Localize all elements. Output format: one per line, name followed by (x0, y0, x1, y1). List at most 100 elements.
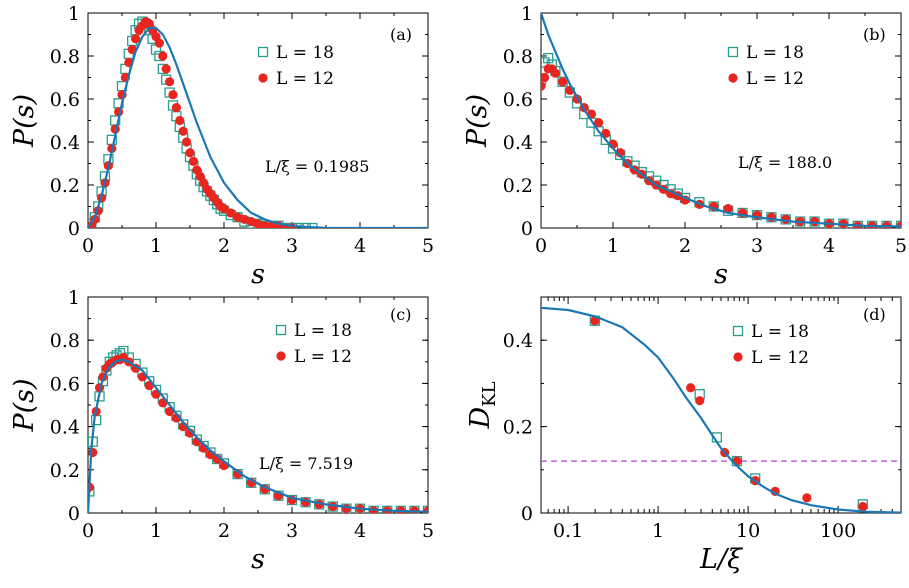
legend-marker-square (727, 46, 739, 58)
legend-entry: L = 12 (751, 348, 809, 368)
data-point-circle (161, 64, 171, 74)
legend-entry: L = 18 (276, 43, 334, 63)
x-tick-label: 5 (895, 235, 907, 257)
data-point-square (293, 222, 304, 228)
data-point-circle (686, 383, 696, 393)
y-axis-label: P(s) (9, 378, 40, 432)
panel-label: (d) (863, 305, 886, 324)
y-tick-label: 0 (521, 503, 533, 525)
theory-curve (541, 306, 901, 513)
theory-curve (88, 358, 428, 513)
plot-frame (540, 296, 902, 514)
y-tick-label: 0.4 (50, 132, 80, 154)
legend-entry: L = 12 (276, 69, 334, 89)
data-point-square (300, 222, 311, 228)
data-point-circle (178, 126, 188, 136)
x-tick-label: 1 (150, 235, 162, 257)
y-tick-label: 0.8 (503, 46, 533, 68)
data-point-circle (541, 81, 546, 91)
data-point-circle (541, 72, 550, 83)
annotation-text: L/ξ = 7.519 (259, 454, 353, 473)
y-tick-label: 0.2 (50, 175, 80, 197)
plot-area (88, 16, 428, 228)
y-tick-label: 0.4 (50, 417, 80, 439)
plot-area (541, 306, 901, 513)
panel-d: 0.1 1 10 100 0 0.2 0.4 DKL L/ξ (d) L = 18 L = 12 (465, 296, 902, 575)
x-axis-label: s (714, 259, 728, 290)
data-point-circle (558, 77, 568, 87)
annotation-text: L/ξ = 188.0 (738, 153, 832, 172)
data-point-circle (131, 34, 141, 44)
y-tick-label: 0.6 (50, 373, 80, 395)
legend-entry: L = 18 (751, 322, 809, 342)
y-tick-label: 0.4 (503, 132, 533, 154)
y-tick-label: 0.6 (503, 89, 533, 111)
data-point-square (543, 53, 554, 64)
panel-b: 0 1 2 3 4 5 0 0.2 0.4 0.6 0.8 1 P(s) s (b) L = 18 L = 12… (462, 3, 907, 290)
x-tick-label: 2 (218, 520, 230, 542)
x-tick-label: 0 (535, 235, 547, 257)
y-tick-label: 1 (68, 3, 80, 25)
data-point-circle (219, 204, 229, 214)
legend-entry: L = 12 (746, 69, 804, 89)
x-tick-label: 0 (82, 235, 94, 257)
data-point-circle (88, 447, 98, 458)
legend-entry: L = 18 (746, 43, 804, 63)
legend-marker-square (732, 325, 744, 337)
data-point-circle (226, 208, 236, 218)
data-point-circle (154, 38, 164, 48)
y-tick-label: 0.8 (50, 46, 80, 68)
data-point-circle (341, 504, 351, 513)
data-point-circle (550, 68, 561, 78)
x-tick-label: 0 (82, 520, 94, 542)
legend-marker-circle (276, 351, 286, 361)
data-point-circle (175, 115, 185, 126)
x-tick-label: 100 (820, 520, 856, 542)
plot-frame (87, 296, 429, 514)
y-tick-label: 0.2 (50, 460, 80, 482)
x-tick-label: 4 (354, 235, 366, 257)
y-tick-label: 0 (68, 503, 80, 525)
y-tick-label: 0.2 (503, 175, 533, 197)
x-tick-label: 3 (751, 235, 763, 257)
y-tick-label: 1 (68, 287, 80, 309)
data-point-circle (810, 216, 820, 227)
data-point-circle (594, 118, 604, 128)
data-point-circle (723, 204, 733, 214)
data-point-circle (858, 501, 868, 512)
x-tick-label: 2 (679, 235, 691, 257)
legend-marker-square (275, 324, 287, 336)
y-tick-label: 0 (521, 218, 533, 240)
data-point-square (307, 222, 318, 228)
x-tick-label: 2 (218, 235, 230, 257)
y-tick-label: 0.4 (503, 330, 533, 352)
y-tick-label: 1 (521, 3, 533, 25)
data-point-circle (165, 77, 175, 87)
panel-label: (a) (390, 25, 412, 44)
x-axis-label: L/ξ (699, 544, 743, 575)
data-point-circle (802, 493, 812, 503)
legend-entry: L = 12 (294, 347, 352, 367)
x-tick-label: 10 (736, 520, 760, 542)
theory-curve (541, 13, 901, 228)
data-point-circle (168, 90, 178, 100)
x-tick-label: 4 (354, 520, 366, 542)
x-tick-label: 5 (422, 235, 434, 257)
theory-curve (88, 26, 428, 228)
data-point-circle (695, 396, 705, 406)
x-tick-label: 3 (286, 520, 298, 542)
data-point-circle (158, 51, 168, 61)
panel-c: 0 1 2 3 4 5 0 0.2 0.4 0.6 0.8 1 P(s) s (c) L = 18 L = 12… (9, 287, 434, 575)
x-tick-label: 3 (286, 235, 298, 257)
x-tick-label: 5 (422, 520, 434, 542)
y-tick-label: 0.2 (503, 417, 533, 439)
y-tick-label: 0.6 (50, 89, 80, 111)
x-tick-label: 0.1 (553, 520, 583, 542)
plot-area (541, 13, 901, 228)
data-point-circle (188, 156, 198, 166)
annotation-text: L/ξ = 0.1985 (265, 157, 369, 176)
y-axis-label: DKL (465, 381, 500, 429)
y-axis-label: P(s) (9, 94, 40, 148)
x-tick-label: 1 (652, 520, 664, 542)
